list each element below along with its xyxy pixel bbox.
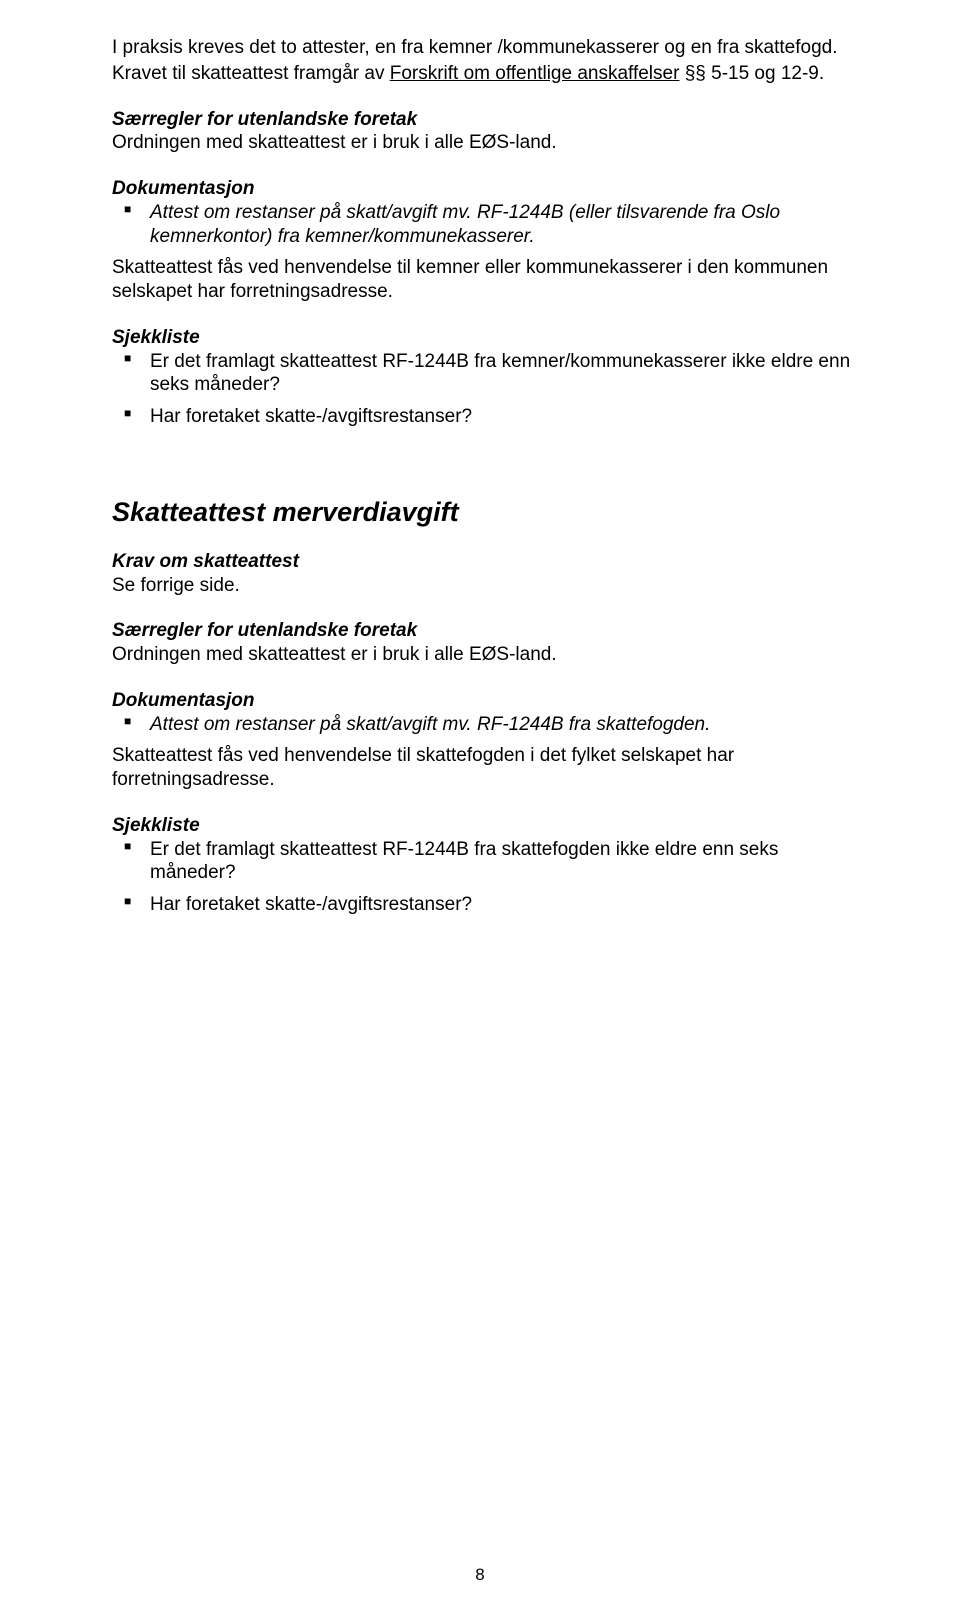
paragraph: Kravet til skatteattest framgår av Forsk… [112,62,860,86]
text: §§ 5-15 og 12-9. [679,63,824,84]
subheading: Sjekkliste [112,814,860,838]
section-heading: Skatteattest merverdiavgift [112,497,860,528]
paragraph: Skatteattest fås ved henvendelse til kem… [112,256,860,304]
paragraph: Ordningen med skatteattest er i bruk i a… [112,643,860,667]
subheading: Særregler for utenlandske foretak [112,619,860,643]
subheading: Særregler for utenlandske foretak [112,108,860,132]
list-item: Er det framlagt skatteattest RF-1244B fr… [112,350,860,398]
bullet-list: Attest om restanser på skatt/avgift mv. … [112,201,860,249]
page-number: 8 [0,1565,960,1585]
subheading: Dokumentasjon [112,689,860,713]
bullet-list: Er det framlagt skatteattest RF-1244B fr… [112,350,860,429]
bullet-list: Attest om restanser på skatt/avgift mv. … [112,713,860,737]
list-item: Er det framlagt skatteattest RF-1244B fr… [112,838,860,886]
list-item: Har foretaket skatte-/avgiftsrestanser? [112,405,860,429]
text: Kravet til skatteattest framgår av [112,63,390,84]
subheading: Sjekkliste [112,326,860,350]
list-item: Attest om restanser på skatt/avgift mv. … [112,201,860,249]
paragraph: I praksis kreves det to attester, en fra… [112,36,860,60]
bullet-list: Er det framlagt skatteattest RF-1244B fr… [112,838,860,917]
list-item: Har foretaket skatte-/avgiftsrestanser? [112,893,860,917]
paragraph: Se forrige side. [112,574,860,598]
paragraph: Ordningen med skatteattest er i bruk i a… [112,131,860,155]
link-text: Forskrift om offentlige anskaffelser [390,63,680,84]
paragraph: Skatteattest fås ved henvendelse til ska… [112,744,860,792]
subheading: Krav om skatteattest [112,550,860,574]
list-item: Attest om restanser på skatt/avgift mv. … [112,713,860,737]
subheading: Dokumentasjon [112,177,860,201]
document-page: I praksis kreves det to attester, en fra… [0,0,960,1613]
